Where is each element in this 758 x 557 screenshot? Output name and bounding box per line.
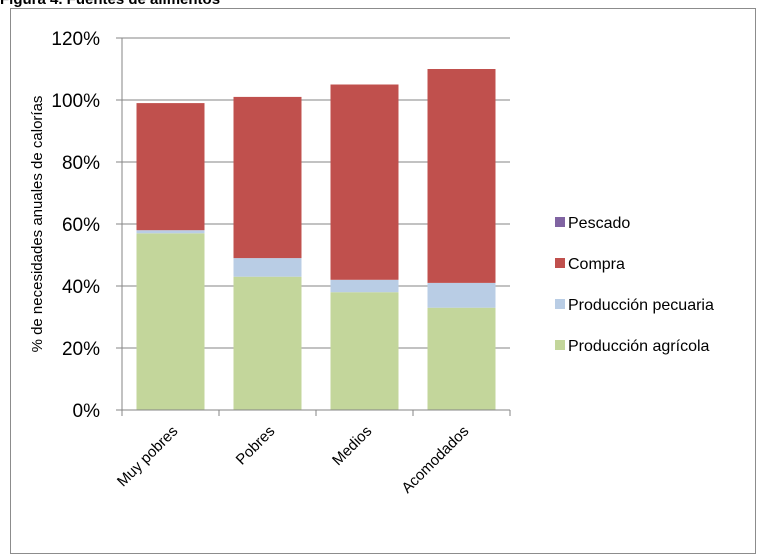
legend-swatch xyxy=(555,340,565,350)
legend-label: Producción agrícola xyxy=(568,338,710,355)
legend-swatch xyxy=(555,217,565,227)
bar-segment xyxy=(136,230,205,234)
bar-segment xyxy=(233,96,302,259)
bar-segment xyxy=(136,103,205,231)
y-tick-label: 100% xyxy=(51,91,100,112)
y-tick-label: 0% xyxy=(73,401,101,422)
legend-swatch xyxy=(555,258,565,268)
bar-segment xyxy=(233,276,302,410)
y-tick-label: 60% xyxy=(62,215,100,236)
legend-swatch xyxy=(555,299,565,309)
y-axis-title: % de necesidades anuales de calorías xyxy=(29,96,46,353)
y-tick-label: 20% xyxy=(62,339,100,360)
legend-label: Producción pecuaria xyxy=(568,297,714,314)
bars xyxy=(136,69,496,410)
x-category-label: Acomodados xyxy=(398,423,472,497)
x-category-label: Muy pobres xyxy=(114,423,181,490)
bar-segment xyxy=(427,69,496,283)
figure-title: Figura 4. Fuentes de alimentos xyxy=(0,0,220,8)
bar-segment xyxy=(330,292,399,410)
legend: Pescado Compra Producción pecuaria Producci… xyxy=(555,215,714,355)
bar-segment xyxy=(330,279,399,293)
bar-segment xyxy=(330,84,399,280)
bar-segment xyxy=(136,233,205,410)
x-category-label: Medios xyxy=(329,423,375,469)
legend-label: Pescado xyxy=(568,215,630,232)
y-tick-label: 80% xyxy=(62,153,100,174)
y-tick-label: 40% xyxy=(62,277,100,298)
bar-segment xyxy=(427,282,496,308)
bar-segment xyxy=(233,258,302,277)
legend-label: Compra xyxy=(568,256,625,273)
bar-segment xyxy=(427,307,496,410)
x-category-label: Pobres xyxy=(233,423,279,469)
y-tick-label: 120% xyxy=(51,29,100,50)
